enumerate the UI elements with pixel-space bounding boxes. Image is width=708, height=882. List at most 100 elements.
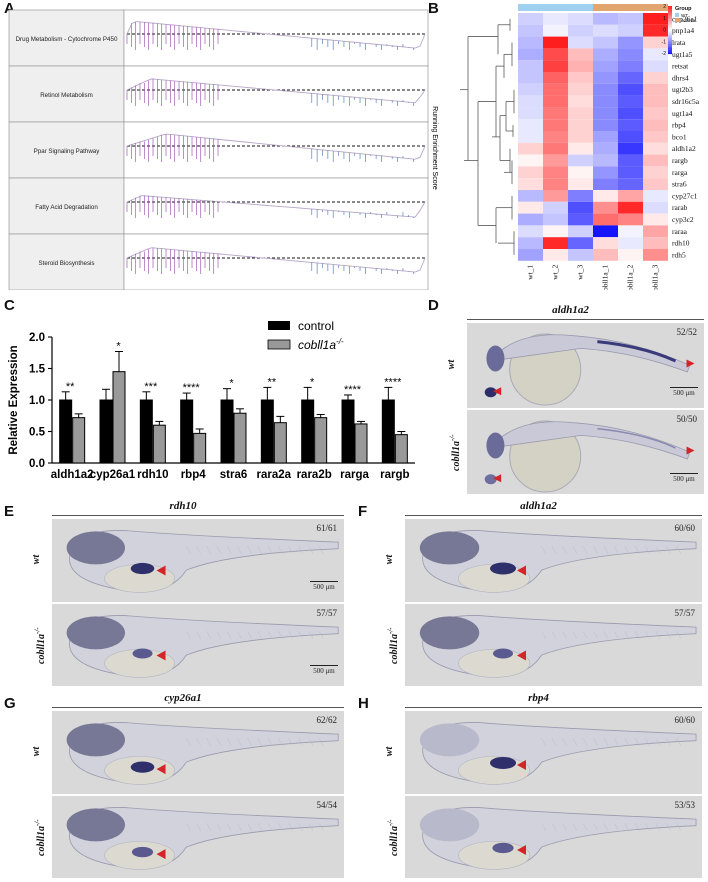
heatmap-cell [643,225,668,238]
panel-label-d: D [428,297,439,314]
heatmap-cell [618,166,643,179]
scale-gradient-step [668,25,672,27]
heatmap-cell [568,249,593,261]
heatmap-gene-label: rdh5 [672,250,686,259]
heatmap-gene-label: cyp26a1 [672,14,698,23]
scale-gradient-step [668,45,672,47]
scale-bar: 500 μm [310,665,338,675]
heatmap-gene-label: bco1 [672,132,687,141]
scale-gradient-step [668,49,672,51]
somite-line [614,822,619,831]
ish-panel-g: cyp26a1 wt 62/62 cobll1a-/- 54/54 [22,692,344,879]
heatmap-gene-label: rbp4 [672,121,686,130]
embryo-count-wt: 52/52 [676,327,697,337]
gsea-pathway-label: Ppar Signaling Pathway [34,148,101,155]
heatmap-cell [618,213,643,226]
heatmap-cell [618,154,643,167]
heatmap-cell [618,178,643,190]
gsea-plot-box [123,9,429,67]
embryo-count-wt: 61/61 [316,523,337,533]
scale-gradient-step [668,32,672,34]
embryo [66,806,339,870]
title-line [405,707,702,708]
bar [72,417,86,464]
embryo [66,530,339,593]
heatmap-gene-label: rarab [672,203,688,212]
somite-line [247,546,252,554]
heatmap-cell [568,48,593,61]
scale-gradient-step [668,13,672,15]
somite-line [267,546,273,554]
heatmap-cell [618,24,643,37]
somite-line [237,630,242,639]
heatmap-cell [543,83,568,96]
heatmap-cell [593,142,618,155]
scale-gradient-step [668,40,672,43]
embryo-head [66,723,125,757]
heatmap-cell [643,60,668,72]
embryo-head [66,615,125,649]
heatmap-cell [593,213,618,226]
embryo-head [419,531,480,565]
gsea-enrichment-curve [126,21,426,49]
bar [273,422,287,464]
heatmap-cell [518,166,543,179]
heatmap-gene-label: retsat [672,62,689,71]
embryo-image [52,795,344,878]
scale-gradient-step [668,8,672,10]
gsea-row: Steroid Biosynthesis [8,233,429,290]
heatmap-gene-label: dhrs4 [672,73,689,82]
y-tick-label: 0.0 [29,458,45,470]
legend-swatch-mutant [267,339,291,350]
somite-line [666,546,671,554]
somite-line [624,822,630,831]
row-label-mutant: cobll1a-/- [22,819,52,856]
somite-line [288,546,293,554]
row-label-wt: wt [22,554,52,565]
embryo-image [52,603,344,686]
title-line [52,515,344,516]
heatmap-panel: cyp26a1 pnp1a4 lrata ugt1a5 retsat dhrs4 ugt2b… [460,4,700,290]
somite-line [562,822,567,831]
somite-line [267,822,273,831]
heatmap-cell [568,24,593,37]
heatmap-gene-label: sdr16c5a [672,97,700,106]
heatmap-group-cell [643,4,668,11]
somite-line [196,630,201,639]
somite-line [562,738,567,746]
bar [301,399,315,464]
heatmap-gene-label: pnp1a4 [672,26,694,35]
somite-line [216,738,222,746]
row-label-mutant: cobll1a-/- [375,627,405,664]
gsea-label-box [8,65,125,123]
bar [139,399,153,464]
embryo-drawing [419,722,697,785]
scale-gradient-step [668,44,672,46]
somite-line [551,822,557,831]
group-legend-swatch [675,18,679,22]
scale-bar: 500 μm [670,473,698,483]
heatmap-cell [618,225,643,238]
row-label-text: cobll1a-/- [448,434,462,471]
scale-gradient-step [668,12,672,14]
scale-gradient-step [668,50,672,52]
panel-label-f: F [358,503,368,520]
somite-line [582,822,588,831]
heatmap-cell [568,154,593,167]
heatmap-cell [618,83,643,96]
row-label-wt: wt [375,554,405,565]
heatmap-gene-label: rdh10 [672,239,690,248]
chart-legend: control cobll1a-/- [267,319,344,352]
heatmap-cell [568,72,593,84]
row-label-text: cobll1a-/- [33,627,47,664]
heatmap-group-cell [593,4,618,11]
embryo-count-wt: 62/62 [316,715,337,725]
y-axis-label: Relative Expression [8,345,20,454]
somite-line [186,630,191,639]
row-label-wt: wt [375,746,405,757]
somite-line [624,630,630,639]
scale-bar: 500 μm [310,580,338,591]
scale-bar-line [310,665,338,666]
somite-line [572,546,578,554]
